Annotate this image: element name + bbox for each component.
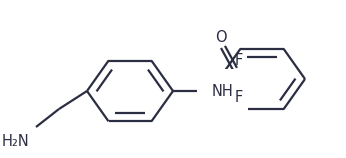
Text: F: F (234, 53, 243, 68)
Text: F: F (234, 90, 243, 105)
Text: O: O (215, 30, 227, 45)
Text: H₂N: H₂N (1, 134, 29, 149)
Text: NH: NH (212, 83, 234, 98)
